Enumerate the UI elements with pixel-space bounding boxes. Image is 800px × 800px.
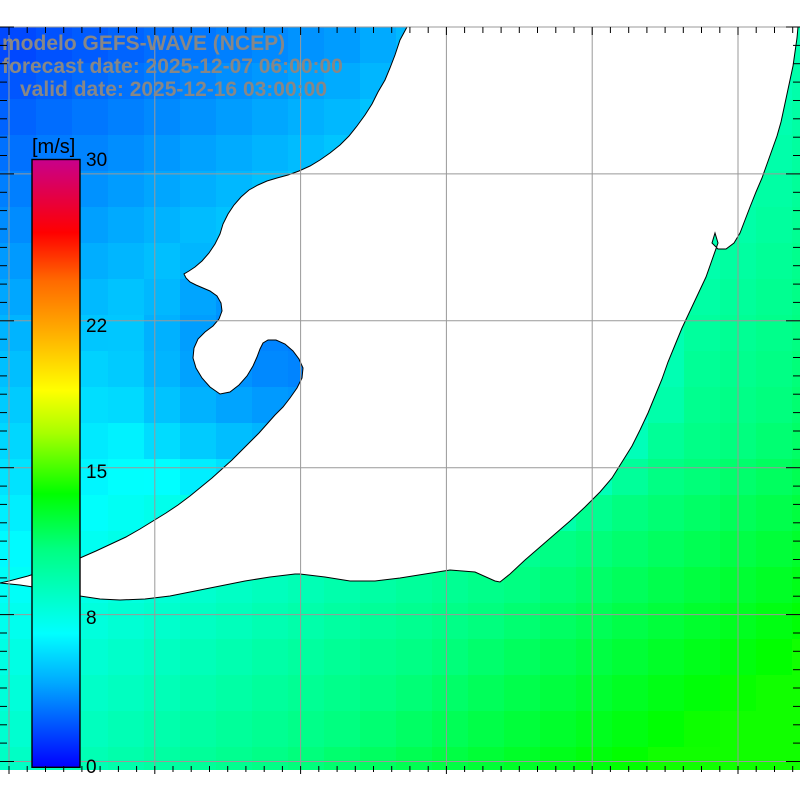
svg-text:15: 15 (86, 462, 107, 483)
svg-text:30: 30 (86, 150, 107, 171)
svg-text:forecast date: 2025-12-07 06:0: forecast date: 2025-12-07 06:00:00 (2, 55, 343, 78)
svg-text:0: 0 (86, 757, 97, 778)
svg-text:22: 22 (86, 316, 107, 337)
svg-text:[m/s]: [m/s] (32, 136, 75, 158)
svg-text:valid date: 2025-12-16 03:00:0: valid date: 2025-12-16 03:00:00 (20, 78, 327, 101)
svg-text:modelo GEFS-WAVE (NCEP): modelo GEFS-WAVE (NCEP) (2, 32, 285, 55)
svg-text:8: 8 (86, 608, 97, 629)
